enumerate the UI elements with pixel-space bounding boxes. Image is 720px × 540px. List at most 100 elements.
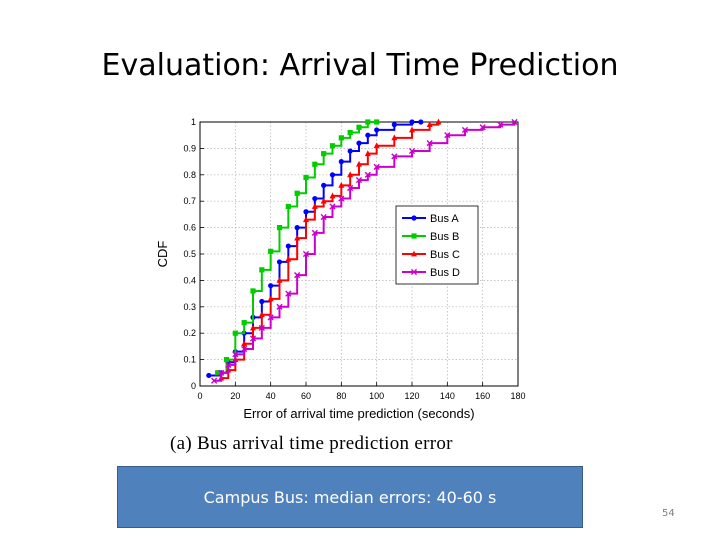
x-tick-label: 40 <box>266 391 276 401</box>
data-point <box>294 190 300 196</box>
series-bus-d <box>211 118 518 384</box>
y-tick-label: 0.3 <box>183 302 196 312</box>
data-point <box>374 127 380 133</box>
data-point <box>303 216 309 223</box>
data-point <box>347 184 354 192</box>
data-point <box>249 335 257 342</box>
data-point <box>218 369 225 376</box>
data-point <box>320 213 327 221</box>
data-point <box>259 267 265 273</box>
data-point <box>365 119 371 125</box>
y-tick-label: 0.2 <box>183 328 196 338</box>
data-point <box>311 229 318 236</box>
y-axis-label: CDF <box>155 241 170 268</box>
data-point <box>294 225 300 231</box>
x-tick-label: 120 <box>404 391 419 401</box>
y-tick-label: 0.4 <box>183 275 196 285</box>
data-point <box>347 171 354 178</box>
data-point <box>312 195 318 202</box>
y-tick-label: 0 <box>191 381 196 391</box>
data-point <box>321 182 327 188</box>
y-tick-label: 0.6 <box>183 223 196 233</box>
data-point <box>206 372 212 379</box>
data-point <box>347 129 353 136</box>
data-point <box>267 314 274 321</box>
series-line <box>214 122 516 382</box>
data-point <box>329 143 336 149</box>
data-point <box>356 140 362 146</box>
data-point <box>329 192 336 199</box>
x-tick-label: 140 <box>440 391 455 401</box>
data-point <box>285 203 291 210</box>
data-point <box>268 283 274 289</box>
data-point <box>409 119 415 125</box>
y-tick-label: 1 <box>191 117 196 127</box>
x-tick-label: 180 <box>510 391 525 401</box>
x-tick-label: 0 <box>197 391 202 401</box>
data-point <box>356 160 362 167</box>
data-point <box>259 298 265 305</box>
data-point <box>418 119 424 125</box>
data-point <box>338 181 345 188</box>
data-point <box>250 288 256 294</box>
data-point <box>461 126 469 134</box>
data-point <box>276 225 283 231</box>
data-point <box>373 142 380 149</box>
legend-label: Bus B <box>430 231 459 243</box>
data-point <box>409 126 415 133</box>
data-point <box>329 203 336 210</box>
data-point <box>444 132 451 139</box>
data-point <box>511 118 518 126</box>
data-point <box>497 121 504 128</box>
y-tick-label: 0.1 <box>183 355 196 365</box>
chart-caption: (a) Bus arrival time prediction error <box>170 433 453 454</box>
data-point <box>302 250 310 258</box>
page-number: 54 <box>662 508 675 519</box>
series-bus-b <box>215 119 380 376</box>
data-point <box>258 324 265 332</box>
data-point <box>411 250 417 257</box>
data-point <box>294 272 301 279</box>
x-tick-label: 60 <box>301 391 311 401</box>
data-point <box>408 147 416 155</box>
legend-label: Bus C <box>430 249 460 261</box>
summary-box: Campus Bus: median errors: 40-60 s <box>117 466 583 528</box>
data-point <box>258 311 265 318</box>
data-point <box>303 174 309 181</box>
data-point <box>276 277 283 283</box>
y-tick-label: 0.7 <box>183 196 196 206</box>
data-point <box>232 351 239 358</box>
data-point <box>411 233 417 239</box>
data-point <box>426 140 433 147</box>
data-point <box>250 324 256 331</box>
x-axis-label: Error of arrival time prediction (second… <box>243 406 474 421</box>
data-point <box>211 377 218 384</box>
data-point <box>373 163 380 170</box>
data-point <box>285 290 292 297</box>
slide-title: Evaluation: Arrival Time Prediction <box>101 48 619 83</box>
legend-label: Bus D <box>430 267 460 279</box>
data-point <box>338 195 345 202</box>
data-point <box>411 215 417 221</box>
data-point <box>311 203 318 209</box>
x-tick-label: 160 <box>475 391 490 401</box>
data-point <box>241 320 247 326</box>
data-point <box>365 132 371 138</box>
y-tick-label: 0.9 <box>183 143 196 153</box>
data-point <box>435 118 442 125</box>
summary-text: Campus Bus: median errors: 40-60 s <box>203 487 497 507</box>
data-point <box>320 197 327 204</box>
data-point <box>285 255 292 262</box>
data-point <box>241 340 248 347</box>
x-tick-label: 100 <box>369 391 384 401</box>
y-tick-label: 0.5 <box>183 249 196 259</box>
data-point <box>391 134 398 141</box>
data-point <box>294 234 301 241</box>
data-point <box>364 150 371 157</box>
data-point <box>241 345 248 353</box>
data-point <box>285 243 291 249</box>
data-point <box>426 121 433 128</box>
data-point <box>347 148 353 154</box>
data-point <box>355 176 363 184</box>
data-point <box>276 303 283 310</box>
